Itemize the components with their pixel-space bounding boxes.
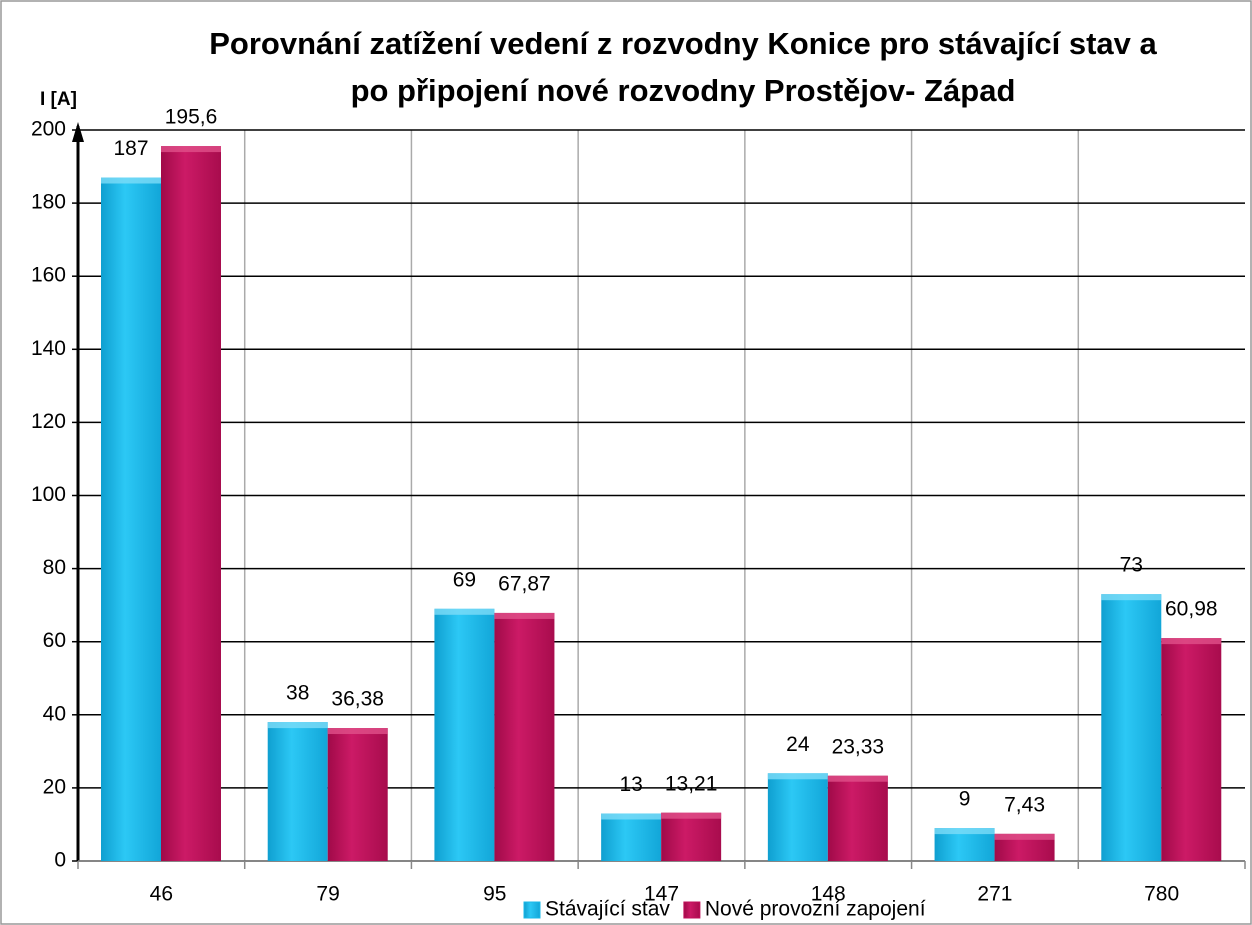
x-tick-label: 46 [150,883,173,906]
bar-cap [434,608,495,615]
bar-cap [1161,638,1222,645]
bar-cap [601,813,662,820]
y-axis-label: I [A] [40,89,77,110]
bar [1101,594,1162,861]
bar [1161,638,1222,861]
x-tick-label: 271 [977,883,1012,906]
y-tick-label: 100 [31,483,66,506]
data-label: 60,98 [1165,598,1218,621]
bar [767,773,828,861]
data-label: 7,43 [1004,793,1045,816]
chart-title: po připojení nové rozvodny Prostějov- Zá… [351,73,1016,108]
bar-cap [101,177,161,184]
bar-cap [767,773,828,780]
x-tick-label: 95 [483,883,506,906]
data-label: 23,33 [832,735,885,758]
bar [101,177,161,861]
y-tick-label: 200 [31,118,66,141]
bar [827,775,888,861]
data-label: 69 [453,568,476,591]
bar [661,812,722,861]
chart-title: Porovnání zatížení vedení z rozvodny Kon… [209,26,1157,61]
y-tick-label: 140 [31,337,66,360]
data-label: 9 [959,788,971,811]
data-label: 67,87 [498,572,551,595]
data-label: 73 [1120,554,1143,577]
data-label: 36,38 [331,688,384,711]
y-tick-label: 80 [43,556,66,579]
legend-swatch [523,901,541,919]
y-tick-label: 20 [43,775,66,798]
y-tick-label: 120 [31,410,66,433]
bar [601,813,662,861]
bar-cap [934,828,995,835]
data-label: 38 [286,682,309,705]
legend-label: Nové provozní zapojení [705,898,926,921]
x-tick-label: 147 [644,883,679,906]
bar-cap [327,728,388,735]
data-label: 13,21 [665,772,718,795]
y-axis-arrow [72,122,84,142]
bar [161,146,221,861]
bar-cap [994,833,1055,840]
x-tick-label: 79 [316,883,339,906]
legend-swatch [683,901,701,919]
y-tick-label: 0 [54,849,66,872]
bar-cap [827,775,888,782]
x-tick-label: 148 [811,883,846,906]
data-label: 13 [619,773,642,796]
bar-cap [494,612,555,619]
data-label: 195,6 [165,106,218,129]
x-tick-label: 780 [1144,883,1179,906]
legend-label: Stávající stav [545,898,670,921]
bar [494,612,555,861]
y-tick-label: 180 [31,191,66,214]
data-label: 187 [113,137,148,160]
bar [327,728,388,861]
y-tick-label: 60 [43,629,66,652]
bar-cap [661,812,722,819]
bar-cap [267,722,328,729]
bar-cap [161,146,221,153]
y-tick-label: 40 [43,702,66,725]
y-tick-label: 160 [31,264,66,287]
bar-cap [1101,594,1162,601]
bar [434,608,495,861]
data-label: 24 [786,733,810,756]
bar [267,722,328,861]
